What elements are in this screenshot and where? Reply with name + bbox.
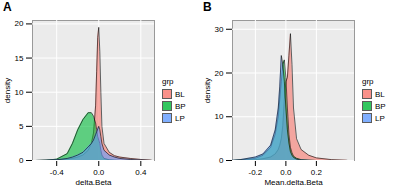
svg-text:delta.Beta: delta.Beta bbox=[75, 178, 112, 187]
svg-text:15: 15 bbox=[15, 54, 24, 63]
html-text:BL: BL bbox=[175, 89, 185, 99]
svg-text:0: 0 bbox=[219, 156, 224, 165]
svg-text:density: density bbox=[3, 78, 12, 103]
svg-text:0.4: 0.4 bbox=[135, 168, 147, 177]
svg-text:0.0: 0.0 bbox=[280, 168, 292, 177]
svg-text:-0.4: -0.4 bbox=[50, 168, 64, 177]
html-text:grp: grp bbox=[162, 77, 174, 86]
svg-text:20: 20 bbox=[215, 69, 224, 78]
html-text:A: A bbox=[3, 0, 12, 14]
html-text:BP: BP bbox=[375, 101, 386, 111]
svg-text:10: 10 bbox=[15, 88, 24, 97]
html-text:grp: grp bbox=[362, 77, 374, 86]
svg-text:0: 0 bbox=[19, 156, 24, 165]
svg-text:Mean.delta.Beta: Mean.delta.Beta bbox=[264, 178, 323, 187]
html-text:LP: LP bbox=[375, 113, 385, 123]
svg-text:density: density bbox=[203, 78, 212, 103]
svg-text:10: 10 bbox=[215, 112, 224, 121]
svg-text:30: 30 bbox=[215, 25, 224, 34]
svg-text:20: 20 bbox=[15, 19, 24, 28]
html-text:LP: LP bbox=[175, 113, 185, 123]
html-text:B: B bbox=[203, 0, 212, 14]
html-text:BP: BP bbox=[175, 101, 186, 111]
svg-text:0.0: 0.0 bbox=[93, 168, 105, 177]
svg-text:0.2: 0.2 bbox=[311, 168, 323, 177]
svg-text:5: 5 bbox=[19, 122, 24, 131]
svg-text:-0.2: -0.2 bbox=[248, 168, 262, 177]
html-text:BL: BL bbox=[375, 89, 385, 99]
